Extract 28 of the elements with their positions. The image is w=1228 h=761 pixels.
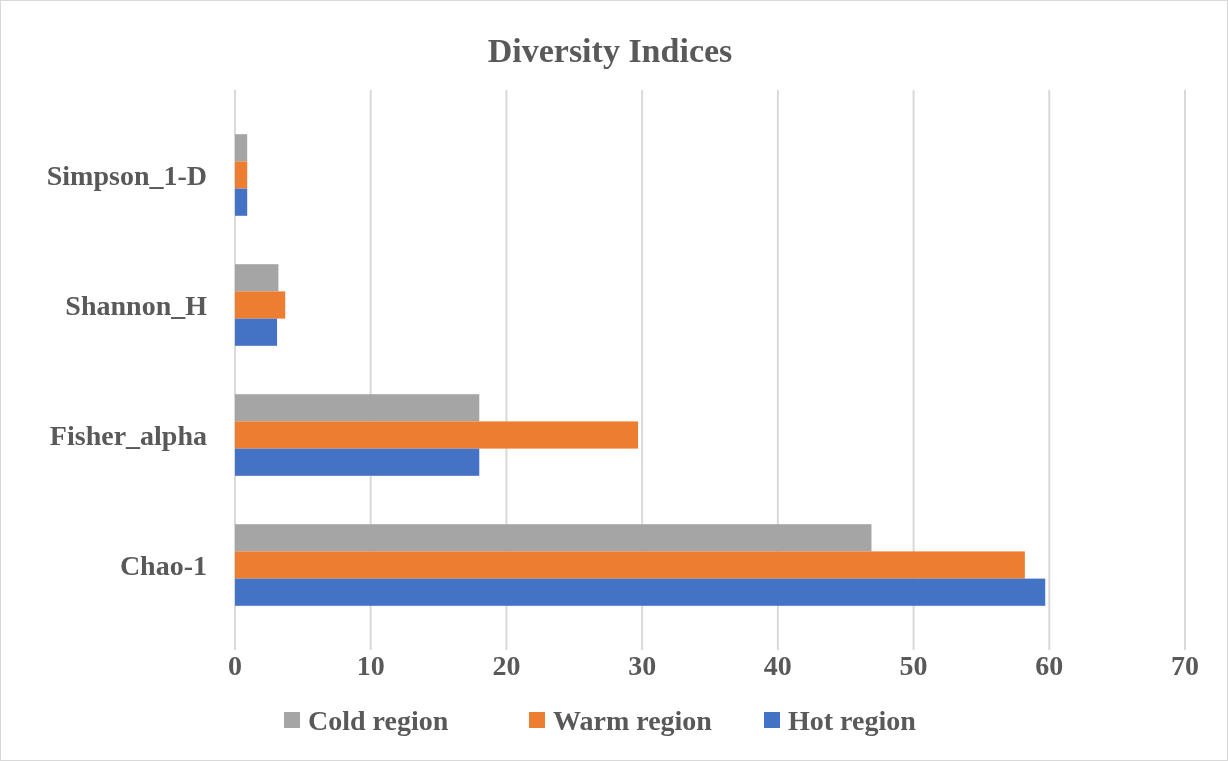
bar xyxy=(235,578,1046,606)
x-tick-label: 40 xyxy=(763,650,792,681)
bar xyxy=(235,318,278,346)
bar xyxy=(235,421,639,449)
y-tick-label: Shannon_H xyxy=(65,290,208,321)
legend-label: Cold region xyxy=(308,705,449,736)
x-tick-label: 10 xyxy=(356,650,385,681)
chart-title: Diversity Indices xyxy=(487,32,733,69)
x-tick-label: 30 xyxy=(628,650,657,681)
legend-label: Warm region xyxy=(553,705,713,736)
x-tick-label: 50 xyxy=(899,650,928,681)
x-tick-label: 70 xyxy=(1171,650,1199,681)
x-tick-label: 20 xyxy=(492,650,521,681)
bar xyxy=(235,161,248,189)
bar xyxy=(235,394,480,422)
y-tick-label: Chao-1 xyxy=(119,550,207,581)
y-tick-label: Fisher_alpha xyxy=(49,420,207,451)
bar xyxy=(235,448,480,476)
bar xyxy=(235,291,286,319)
x-tick-label: 60 xyxy=(1035,650,1064,681)
y-tick-label: Simpson_1-D xyxy=(46,160,207,191)
bar xyxy=(235,524,872,552)
x-tick-label: 0 xyxy=(228,650,242,681)
bar xyxy=(235,264,279,292)
bar xyxy=(235,551,1025,579)
bar xyxy=(235,134,248,162)
legend-label: Hot region xyxy=(788,705,917,736)
bar xyxy=(235,188,248,216)
